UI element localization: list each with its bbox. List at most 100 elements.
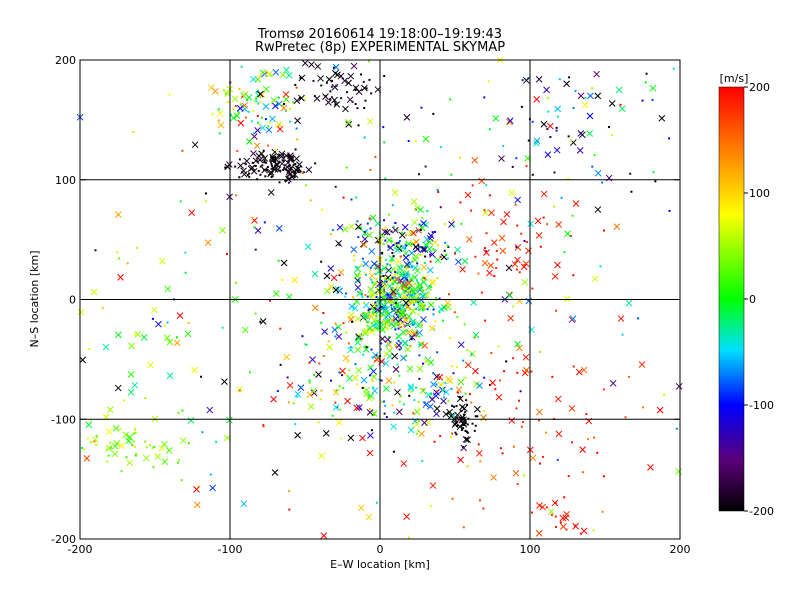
data-point-cross (392, 226, 399, 234)
data-point-dot (421, 306, 424, 309)
data-point-dot (353, 254, 356, 257)
data-point-dot (136, 246, 139, 249)
data-point-dot (241, 95, 244, 98)
data-point-cross (390, 288, 397, 296)
data-point-cross (536, 502, 543, 509)
data-point-dot (466, 403, 469, 406)
data-point-dot (252, 109, 255, 112)
data-point-dot (389, 261, 392, 264)
data-point-dot (302, 171, 305, 174)
data-point-dot (381, 251, 384, 254)
data-point-dot (319, 398, 322, 401)
data-point-dot (382, 126, 385, 129)
data-point-dot (322, 355, 325, 358)
data-point-dot (395, 242, 398, 245)
data-point-cross (429, 482, 437, 489)
data-point-cross (486, 269, 493, 277)
data-point-dot (262, 423, 265, 426)
data-point-dot (457, 391, 460, 394)
data-point-dot (282, 168, 285, 171)
data-point-dot (487, 80, 490, 83)
data-point-cross (231, 95, 239, 103)
data-point-cross (320, 532, 328, 539)
data-point-cross (638, 361, 646, 368)
data-point-dot (417, 419, 420, 422)
data-point-dot (95, 443, 98, 446)
data-point-dot (279, 327, 282, 330)
data-point-cross (533, 137, 541, 145)
data-point-cross (527, 220, 534, 228)
data-point-cross (331, 326, 339, 334)
data-point-dot (399, 286, 402, 289)
data-point-dot (374, 301, 377, 304)
data-point-dot (382, 295, 385, 298)
data-point-dot (601, 510, 604, 513)
data-point-dot (235, 194, 238, 197)
data-point-dot (546, 97, 549, 100)
data-point-cross (440, 397, 447, 405)
data-point-dot (390, 240, 393, 243)
data-point-dot (364, 294, 367, 297)
data-point-dot (288, 508, 291, 511)
data-point-cross (366, 312, 374, 320)
data-point-cross (422, 401, 430, 408)
data-point-cross (355, 404, 363, 411)
data-point-cross (278, 153, 285, 160)
data-point-dot (443, 396, 446, 399)
data-point-dot (482, 410, 485, 413)
data-point-dot (494, 388, 497, 391)
data-point-dot (361, 257, 364, 260)
data-point-cross (270, 97, 278, 104)
data-point-cross (366, 324, 374, 332)
data-point-dot (284, 109, 287, 112)
data-point-dot (542, 455, 545, 458)
data-point-dot (180, 479, 183, 482)
y-tick-label: -100 (51, 413, 76, 426)
data-point-dot (571, 441, 574, 444)
data-point-cross (422, 135, 430, 143)
data-point-dot (514, 203, 517, 206)
data-point-dot (530, 370, 533, 373)
data-point-cross (331, 96, 338, 104)
data-point-dot (132, 131, 135, 134)
data-point-cross (409, 307, 417, 314)
data-point-dot (409, 336, 412, 339)
data-point-dot (296, 169, 299, 172)
data-point-dot (424, 255, 427, 258)
data-point-dot (381, 234, 384, 237)
data-point-cross (381, 282, 389, 289)
data-point-dot (663, 393, 666, 396)
data-point-cross (92, 436, 99, 443)
data-point-dot (452, 372, 455, 375)
data-point-dot (531, 120, 534, 123)
data-point-dot (502, 144, 505, 147)
data-point-dot (432, 112, 435, 115)
data-point-dot (348, 369, 351, 372)
data-point-dot (340, 437, 343, 440)
data-point-cross (394, 388, 401, 396)
data-point-cross (354, 315, 362, 323)
data-point-cross (361, 235, 369, 243)
data-point-dot (563, 251, 566, 254)
data-point-cross (211, 88, 219, 95)
data-point-dot (288, 107, 291, 110)
data-point-dot (447, 293, 450, 296)
data-point-dot (148, 444, 151, 447)
data-point-dot (422, 276, 425, 279)
data-point-cross (392, 366, 400, 373)
data-point-dot (596, 451, 599, 454)
data-point-dot (305, 343, 308, 346)
data-point-cross (253, 142, 261, 150)
data-point-dot (318, 362, 321, 365)
data-point-dot (437, 190, 440, 193)
data-point-cross (436, 373, 444, 381)
data-point-dot (376, 297, 379, 300)
data-point-cross (403, 285, 411, 293)
data-point-dot (412, 412, 415, 415)
data-point-cross (514, 340, 521, 348)
data-point-cross (609, 379, 617, 387)
data-point-dot (238, 176, 241, 179)
data-point-dot (525, 240, 528, 243)
data-point-cross (311, 270, 319, 278)
data-point-dot (400, 264, 403, 267)
